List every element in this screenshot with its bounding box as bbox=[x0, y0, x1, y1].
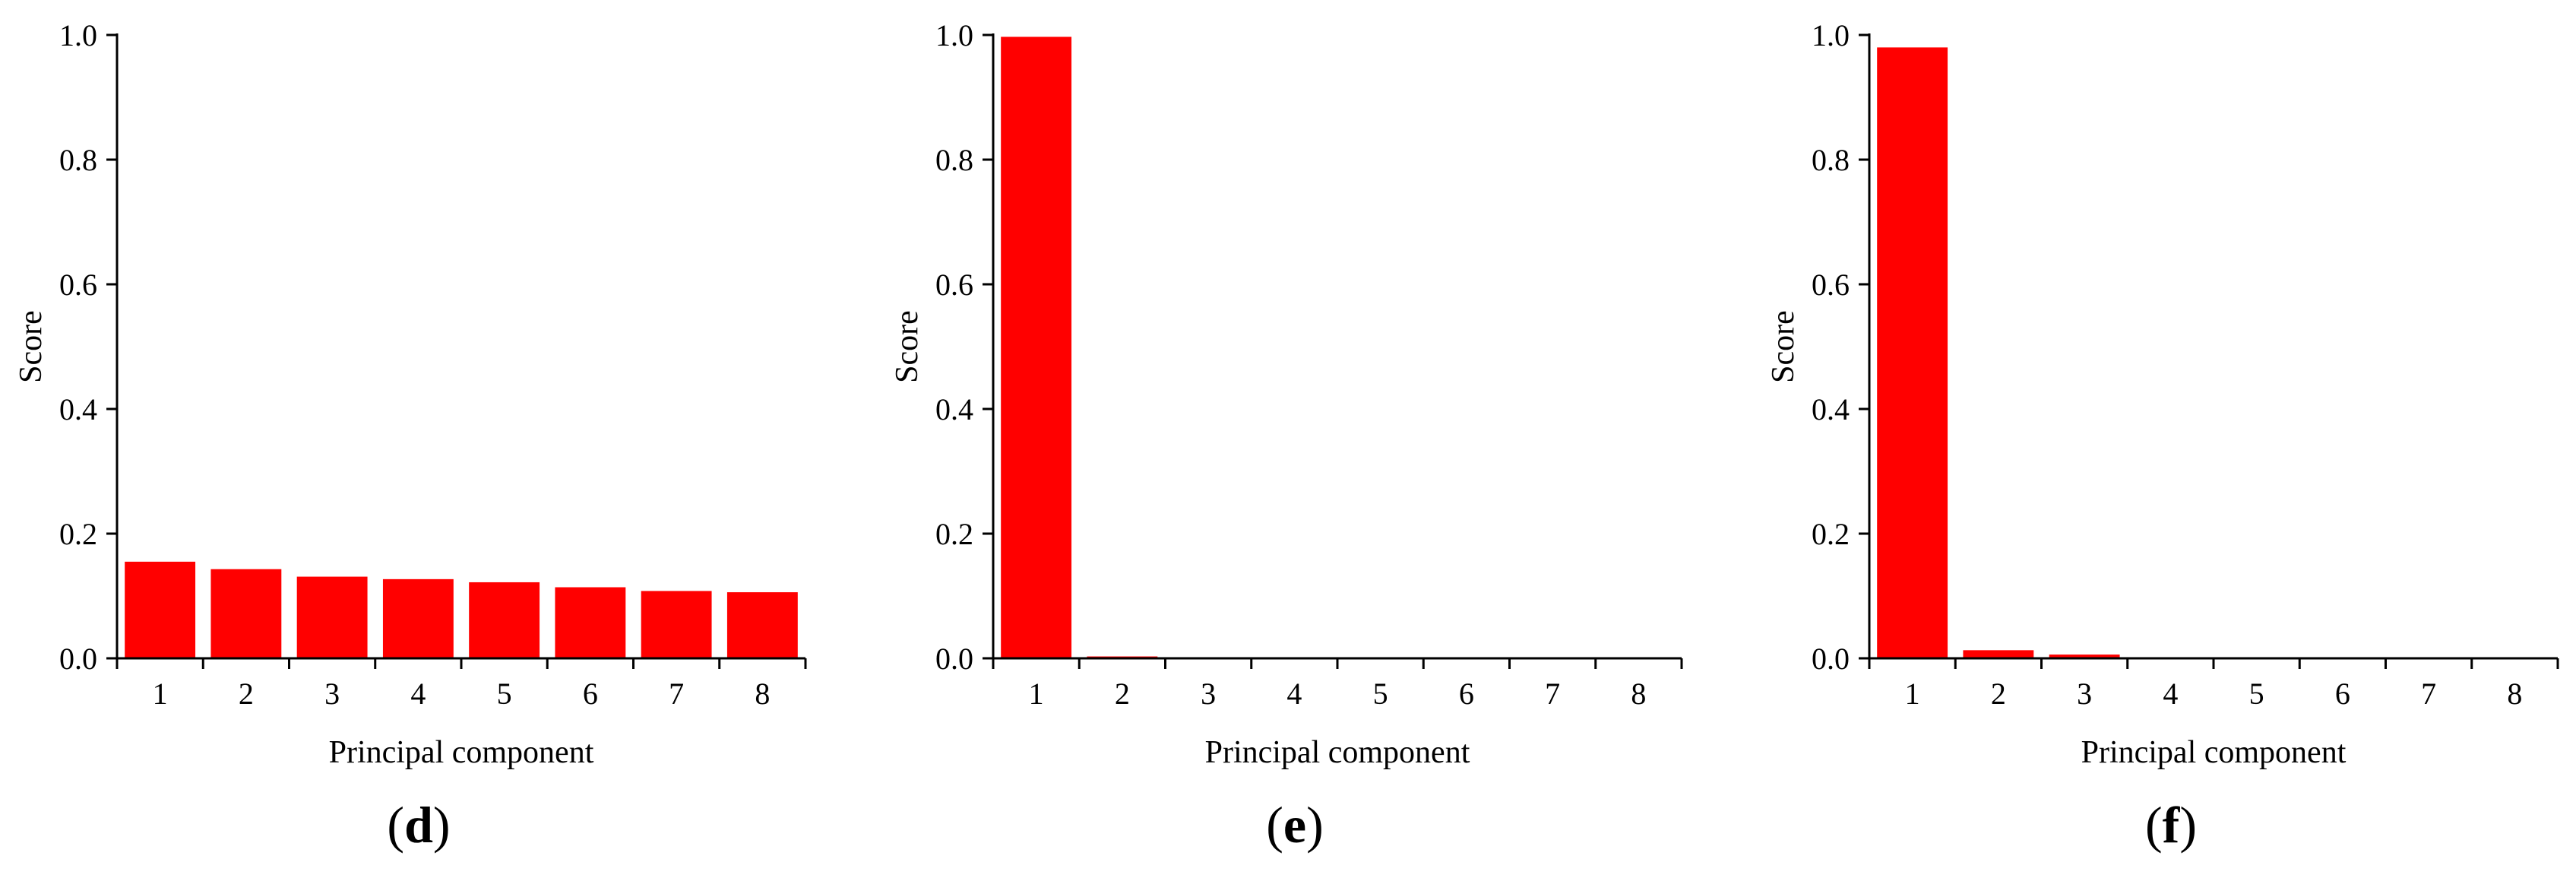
x-tick-label: 2 bbox=[1115, 677, 1130, 711]
x-axis-title: Principal component bbox=[2081, 735, 2347, 770]
bar-5 bbox=[469, 582, 540, 658]
y-tick-label: 0.0 bbox=[935, 642, 973, 676]
chart-panel-e: 0.0 0.2 0.4 0.6 0.8 1.0 1 2 3 4 5 6 7 8 Principal comp… bbox=[890, 18, 1683, 854]
bar-3 bbox=[2049, 655, 2120, 658]
panel-label-letter: f bbox=[2163, 796, 2181, 854]
panel-label-open: ( bbox=[1266, 796, 1283, 854]
panel-label-letter: d bbox=[404, 796, 433, 854]
y-tick-label: 1.0 bbox=[935, 18, 973, 52]
panel-label-open: ( bbox=[2145, 796, 2163, 854]
y-tick-label: 0.8 bbox=[935, 143, 973, 177]
x-tick-label: 4 bbox=[2163, 677, 2178, 711]
bar-6 bbox=[555, 587, 626, 658]
panel-label: (e) bbox=[1266, 796, 1324, 854]
x-tick-label: 8 bbox=[1631, 677, 1646, 711]
x-tick-label: 4 bbox=[410, 677, 426, 711]
bar-2 bbox=[1963, 650, 2034, 658]
y-tick-label: 0.8 bbox=[59, 143, 97, 177]
bar-4 bbox=[382, 578, 454, 658]
bar-1 bbox=[1001, 36, 1072, 658]
y-tick-label: 0.6 bbox=[59, 268, 97, 302]
x-tick-label: 2 bbox=[239, 677, 254, 711]
chart-panel-d: 0.0 0.2 0.4 0.6 0.8 1.0 1 2 3 4 5 6 7 8 Principal comp… bbox=[14, 18, 807, 854]
bar-2 bbox=[210, 569, 282, 658]
x-tick-label: 8 bbox=[2507, 677, 2522, 711]
panel-label-open: ( bbox=[387, 796, 404, 854]
y-tick-label: 0.0 bbox=[59, 642, 97, 676]
x-axis-title: Principal component bbox=[1205, 735, 1470, 770]
x-tick-label: 8 bbox=[755, 677, 770, 711]
y-tick-label: 0.2 bbox=[1812, 517, 1850, 551]
panel-label-close: ) bbox=[2179, 796, 2197, 854]
y-tick-label: 0.4 bbox=[1812, 392, 1850, 426]
y-tick-label: 1.0 bbox=[1812, 18, 1850, 52]
x-tick-label: 4 bbox=[1286, 677, 1302, 711]
x-tick-label: 6 bbox=[1459, 677, 1474, 711]
bar-7 bbox=[641, 591, 712, 658]
panel-label-close: ) bbox=[433, 796, 451, 854]
x-tick-label: 6 bbox=[2335, 677, 2350, 711]
y-tick-label: 0.8 bbox=[1812, 143, 1850, 177]
x-axis-title: Principal component bbox=[329, 735, 594, 770]
x-tick-label: 5 bbox=[497, 677, 512, 711]
x-tick-label: 5 bbox=[1373, 677, 1388, 711]
chart-panel-f: 0.0 0.2 0.4 0.6 0.8 1.0 1 2 3 4 5 6 7 8 Principal comp… bbox=[1766, 18, 2559, 854]
panel-label: (f) bbox=[2145, 796, 2197, 854]
x-tick-label: 1 bbox=[1905, 677, 1920, 711]
y-tick-label: 1.0 bbox=[59, 18, 97, 52]
x-tick-label: 1 bbox=[1029, 677, 1044, 711]
bar-1 bbox=[125, 561, 196, 658]
bar-3 bbox=[296, 576, 368, 658]
bar-1 bbox=[1877, 47, 1948, 658]
y-axis-title: Score bbox=[1766, 310, 1801, 383]
x-tick-label: 6 bbox=[583, 677, 598, 711]
x-tick-label: 5 bbox=[2249, 677, 2264, 711]
y-tick-label: 0.0 bbox=[1812, 642, 1850, 676]
y-axis-title: Score bbox=[890, 310, 925, 383]
x-tick-label: 3 bbox=[324, 677, 340, 711]
y-axis-title: Score bbox=[14, 310, 49, 383]
x-tick-label: 1 bbox=[153, 677, 168, 711]
bar-8 bbox=[726, 592, 798, 658]
y-tick-label: 0.4 bbox=[59, 392, 97, 426]
x-tick-label: 2 bbox=[1991, 677, 2006, 711]
x-tick-label: 7 bbox=[1545, 677, 1560, 711]
y-tick-label: 0.2 bbox=[59, 517, 97, 551]
y-tick-label: 0.6 bbox=[1812, 268, 1850, 302]
x-tick-label: 3 bbox=[2077, 677, 2092, 711]
x-tick-label: 7 bbox=[669, 677, 684, 711]
panel-label: (d) bbox=[387, 796, 450, 854]
panel-label-close: ) bbox=[1306, 796, 1324, 854]
x-tick-label: 7 bbox=[2421, 677, 2436, 711]
x-tick-label: 3 bbox=[1201, 677, 1216, 711]
panel-label-letter: e bbox=[1283, 796, 1306, 854]
y-tick-label: 0.4 bbox=[935, 392, 973, 426]
y-tick-label: 0.2 bbox=[935, 517, 973, 551]
y-tick-label: 0.6 bbox=[935, 268, 973, 302]
